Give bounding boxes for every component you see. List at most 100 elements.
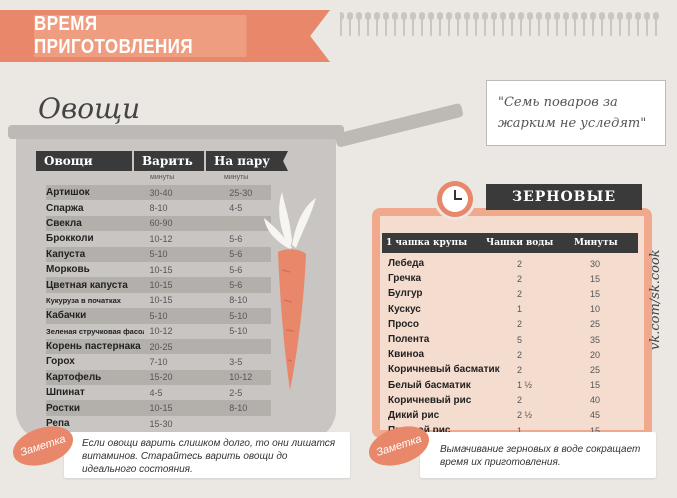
spoon-icon <box>455 12 461 36</box>
vegetable-name: Зеленая стручковая фасоль <box>46 326 144 336</box>
table-row: Белый басматик 1 ½ 15 <box>388 378 638 393</box>
spoon-icon <box>356 12 362 36</box>
steam-time: 10-12 <box>229 372 253 383</box>
spoon-icon <box>581 12 587 36</box>
boil-time: 4-5 <box>149 387 163 398</box>
table-row: Капуста 5-10 5-6 <box>46 246 271 262</box>
vegetable-note-box <box>64 432 350 478</box>
table-row: Картофель 15-20 10-12 <box>46 369 271 386</box>
veg-header-steam: На пару <box>206 151 288 171</box>
table-row: Дикий рис 2 ½ 45 <box>388 408 638 423</box>
spoon-icon <box>572 12 578 36</box>
table-row: Квиноа 2 20 <box>388 347 638 362</box>
spoon-icon <box>464 12 470 36</box>
cook-minutes: 20 <box>590 349 601 360</box>
steam-time: 8-10 <box>229 403 248 414</box>
grain-note-text: Вымачивание зерновых в воде сокращает вр… <box>440 444 641 468</box>
table-row: Лебеда 2 30 <box>388 256 638 271</box>
vegetable-name: Кукуруза в початках <box>46 295 121 305</box>
table-row: Спаржа 8-10 4-5 <box>46 200 271 215</box>
table-row: Кускус 1 10 <box>388 302 638 317</box>
grains-header-name: 1 чашка крупы <box>386 238 468 248</box>
spoon-icon <box>482 12 488 36</box>
boil-time: 5-10 <box>149 310 168 321</box>
clock-icon <box>434 178 476 220</box>
spoon-icon <box>392 12 398 36</box>
spoon-icon <box>428 12 434 36</box>
table-row: Ростки 10-15 8-10 <box>46 400 271 416</box>
spoon-icon <box>401 12 407 36</box>
grain-name: Просо <box>388 318 419 330</box>
boil-time: 10-15 <box>149 403 173 414</box>
veg-unit-boil: минуты <box>150 174 175 181</box>
vegetable-name: Морковь <box>46 264 90 276</box>
vegetable-name: Репа <box>46 418 70 430</box>
spoon-icon <box>527 12 533 36</box>
carrot-icon <box>264 192 316 390</box>
grain-name: Коричневый рис <box>388 394 472 406</box>
vegetable-name: Ростки <box>46 402 81 414</box>
spoon-icon <box>365 12 371 36</box>
spoon-icon <box>563 12 569 36</box>
steam-time: 25-30 <box>229 187 253 198</box>
table-row: Свекла 60-90 <box>46 215 271 232</box>
table-row: Коричневый басматик 2 25 <box>388 362 638 377</box>
spoon-pattern-decoration <box>340 10 670 40</box>
vegetable-name: Свекла <box>46 217 82 229</box>
table-row: Корень пастернака 20-25 <box>46 338 271 355</box>
vegetable-name: Артишок <box>46 187 90 199</box>
water-cups: 2 <box>517 273 523 284</box>
water-cups: 2 <box>517 319 523 330</box>
vegetables-title: Овощи <box>38 92 141 125</box>
spoon-icon <box>509 12 515 36</box>
steam-time: 2-5 <box>229 387 243 398</box>
cook-minutes: 25 <box>590 319 601 330</box>
table-row: Кабачки 5-10 5-10 <box>46 308 271 324</box>
vegetable-note-text: Если овощи варить слишком долго, то они … <box>82 438 336 475</box>
cook-minutes: 25 <box>590 364 601 375</box>
table-row: Репа 15-30 <box>46 416 271 431</box>
vegetable-name: Горох <box>46 356 75 368</box>
grain-name: Кускус <box>388 303 421 315</box>
cook-minutes: 10 <box>590 304 601 315</box>
spoon-icon <box>419 12 425 36</box>
page-title: ВРЕМЯ ПРИГОТОВЛЕНИЯ <box>34 13 247 58</box>
cook-minutes: 45 <box>590 410 601 421</box>
table-row: Цветная капуста 10-15 5-6 <box>46 277 271 293</box>
grain-name: Булгур <box>388 288 423 300</box>
table-row: Кукуруза в початках 10-15 8-10 <box>46 293 271 308</box>
table-row: Артишок 30-40 25-30 <box>46 185 271 201</box>
boil-time: 10-15 <box>149 280 173 291</box>
veg-unit-steam: минуты <box>224 174 249 181</box>
boil-time: 8-10 <box>149 203 168 214</box>
grains-header-minutes: Минуты <box>574 238 618 248</box>
boil-time: 20-25 <box>149 341 173 352</box>
grains-title: ЗЕРНОВЫЕ <box>486 184 642 210</box>
water-cups: 1 ½ <box>517 380 533 391</box>
water-cups: 2 <box>517 364 523 375</box>
spoon-icon <box>410 12 416 36</box>
cook-minutes: 15 <box>590 380 601 391</box>
spoon-icon <box>473 12 479 36</box>
steam-time: 4-5 <box>229 203 243 214</box>
cook-minutes: 35 <box>590 334 601 345</box>
table-row: Морковь 10-15 5-6 <box>46 262 271 277</box>
cook-minutes: 30 <box>590 258 601 269</box>
table-row: Гречка 2 15 <box>388 271 638 286</box>
spoon-icon <box>653 12 659 36</box>
watermark-text: vk.com/sk.cook <box>648 249 663 350</box>
table-row: Просо 2 25 <box>388 317 638 332</box>
grains-table: Лебеда 2 30 Гречка 2 15 Булгур 2 15 Кускус 1 10 Прос… <box>388 256 638 438</box>
vegetable-name: Картофель <box>46 371 102 383</box>
spoon-icon <box>545 12 551 36</box>
boil-time: 15-20 <box>149 372 173 383</box>
spoon-icon <box>446 12 452 36</box>
grains-header: 1 чашка крупы Чашки воды Минуты <box>382 233 638 253</box>
spoon-icon <box>347 12 353 36</box>
steam-time: 8-10 <box>229 295 248 306</box>
cook-minutes: 15 <box>590 273 601 284</box>
boil-time: 30-40 <box>149 187 173 198</box>
vegetable-name: Брокколи <box>46 233 94 245</box>
spoon-icon <box>617 12 623 36</box>
boil-time: 10-15 <box>149 264 173 275</box>
